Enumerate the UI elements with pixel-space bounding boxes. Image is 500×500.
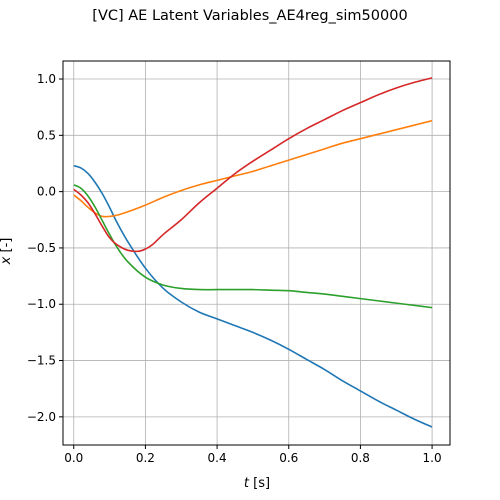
x-axis-label: t [s] xyxy=(244,476,270,491)
y-tick-label: −1.5 xyxy=(27,354,56,368)
axis-ticks: 0.0 0.2 0.4 0.6 0.8 1.0 1.0 0.5 0.0 −0.5 −1.0 −1.5 −… xyxy=(27,72,442,465)
x-tick-label: 0.6 xyxy=(279,451,298,465)
series-line-3 xyxy=(73,184,433,309)
series-lines xyxy=(73,77,433,428)
x-tick-label: 0.8 xyxy=(351,451,370,465)
series-line-1 xyxy=(73,164,433,428)
chart-title: [VC] AE Latent Variables_AE4reg_sim50000 xyxy=(92,8,408,24)
plot-frame xyxy=(62,60,451,446)
series-line-2 xyxy=(73,119,433,218)
y-tick-label: 1.0 xyxy=(37,72,56,86)
y-axis-label: x [-] xyxy=(0,238,14,266)
y-tick-label: −2.0 xyxy=(27,410,56,424)
y-tick-label: 0.0 xyxy=(37,185,56,199)
grid-lines xyxy=(63,61,450,445)
x-tick-label: 0.4 xyxy=(208,451,227,465)
y-tick-label: −0.5 xyxy=(27,241,56,255)
x-tick-label: 1.0 xyxy=(423,451,442,465)
x-tick-label: 0.2 xyxy=(136,451,155,465)
y-tick-label: −1.0 xyxy=(27,297,56,311)
y-tick-label: 0.5 xyxy=(37,128,56,142)
series-line-4 xyxy=(73,77,433,253)
x-tick-label: 0.0 xyxy=(64,451,83,465)
